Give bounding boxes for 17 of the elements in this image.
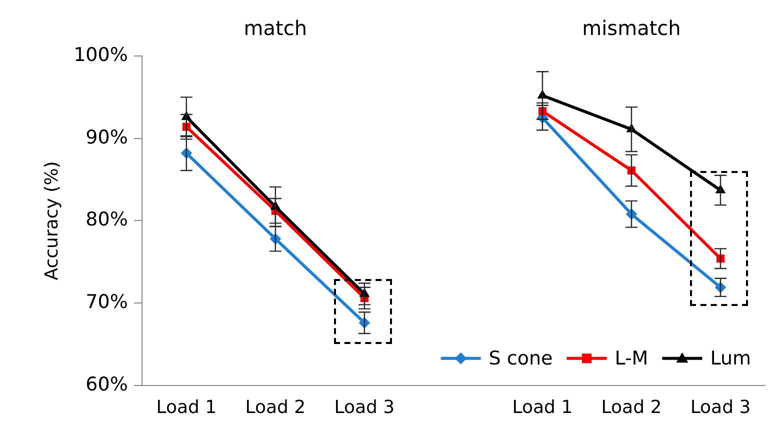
x-tick-label: Load 2	[601, 396, 662, 418]
y-tick-label: 100%	[74, 44, 128, 66]
x-tick-label: Load 1	[512, 396, 573, 418]
y-tick-label: 70%	[86, 290, 128, 313]
text: mismatch	[582, 16, 681, 40]
x-tick-label: Load 2	[245, 396, 306, 418]
legend-label: S cone	[488, 347, 553, 370]
y-tick-label: 60%	[86, 373, 128, 396]
legend-label: Lum	[710, 347, 752, 370]
y-axis-title: Accuracy (%)	[41, 161, 62, 280]
y-tick-label: 90%	[86, 126, 128, 148]
legend-label: L-M	[614, 347, 648, 370]
x-tick-label: Load 3	[690, 396, 751, 418]
x-tick-label: Load 3	[334, 396, 395, 418]
x-tick-label: Load 1	[156, 396, 217, 418]
y-tick-label: 80%	[86, 208, 128, 231]
text: match	[244, 16, 308, 40]
